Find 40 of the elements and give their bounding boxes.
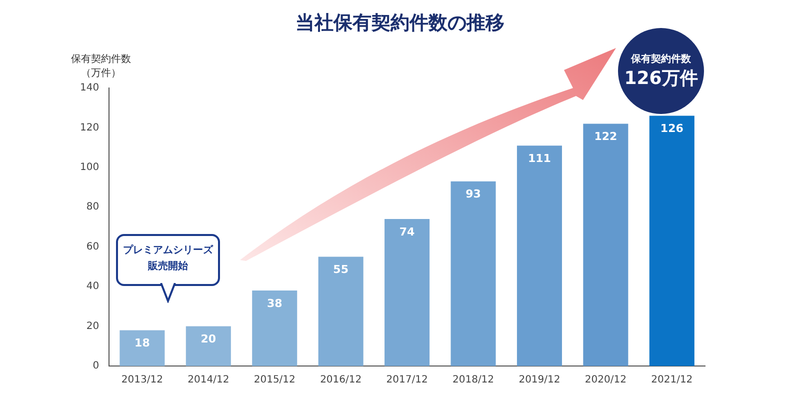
x-tick-label: 2013/12 xyxy=(121,374,163,386)
bar xyxy=(252,290,298,366)
bar xyxy=(516,146,562,366)
y-tick-label: 0 xyxy=(92,360,100,372)
x-tick-label: 2020/12 xyxy=(584,374,626,386)
x-tick-label: 2021/12 xyxy=(651,374,693,386)
data-label: 18 xyxy=(134,336,150,350)
bar xyxy=(649,116,694,366)
y-tick-label: 100 xyxy=(80,162,100,174)
data-label: 38 xyxy=(266,296,282,310)
y-tick-label: 120 xyxy=(80,122,100,134)
bar xyxy=(318,256,364,366)
x-tick-label: 2017/12 xyxy=(386,374,428,386)
x-tick-label: 2015/12 xyxy=(254,374,296,386)
data-label: 122 xyxy=(594,130,618,144)
badge-circle: 保有契約件数 126万件 xyxy=(618,28,704,114)
data-label: 74 xyxy=(399,225,416,238)
data-label: 20 xyxy=(200,332,216,346)
annotation: 保有契約件数 126万件 xyxy=(624,52,698,90)
x-tick-label: 2018/12 xyxy=(452,374,494,386)
data-label: 111 xyxy=(528,152,551,165)
y-tick-label: 60 xyxy=(86,241,100,252)
y-tick-label: 140 xyxy=(80,82,100,94)
bar xyxy=(186,326,231,366)
bar xyxy=(384,219,430,366)
x-tick-label: 2016/12 xyxy=(320,374,362,386)
bar xyxy=(450,181,496,366)
y-tick-label: 80 xyxy=(86,202,100,213)
data-label: 93 xyxy=(466,188,481,201)
y-tick-label: 20 xyxy=(86,320,100,332)
data-label: 126 xyxy=(660,122,684,136)
x-tick-label: 2019/12 xyxy=(518,374,560,386)
chart-title: 当社保有契約件数の推移 xyxy=(294,11,506,36)
x-tick-label: 2014/12 xyxy=(188,374,230,386)
data-label: 55 xyxy=(333,263,348,276)
bar xyxy=(583,124,628,366)
y-axis-title: 保有契約件数（万件） xyxy=(70,52,132,80)
callout-box: プレミアムシリーズ販売開始 xyxy=(116,234,220,286)
bar xyxy=(120,330,165,366)
y-tick-label: 40 xyxy=(86,281,100,292)
